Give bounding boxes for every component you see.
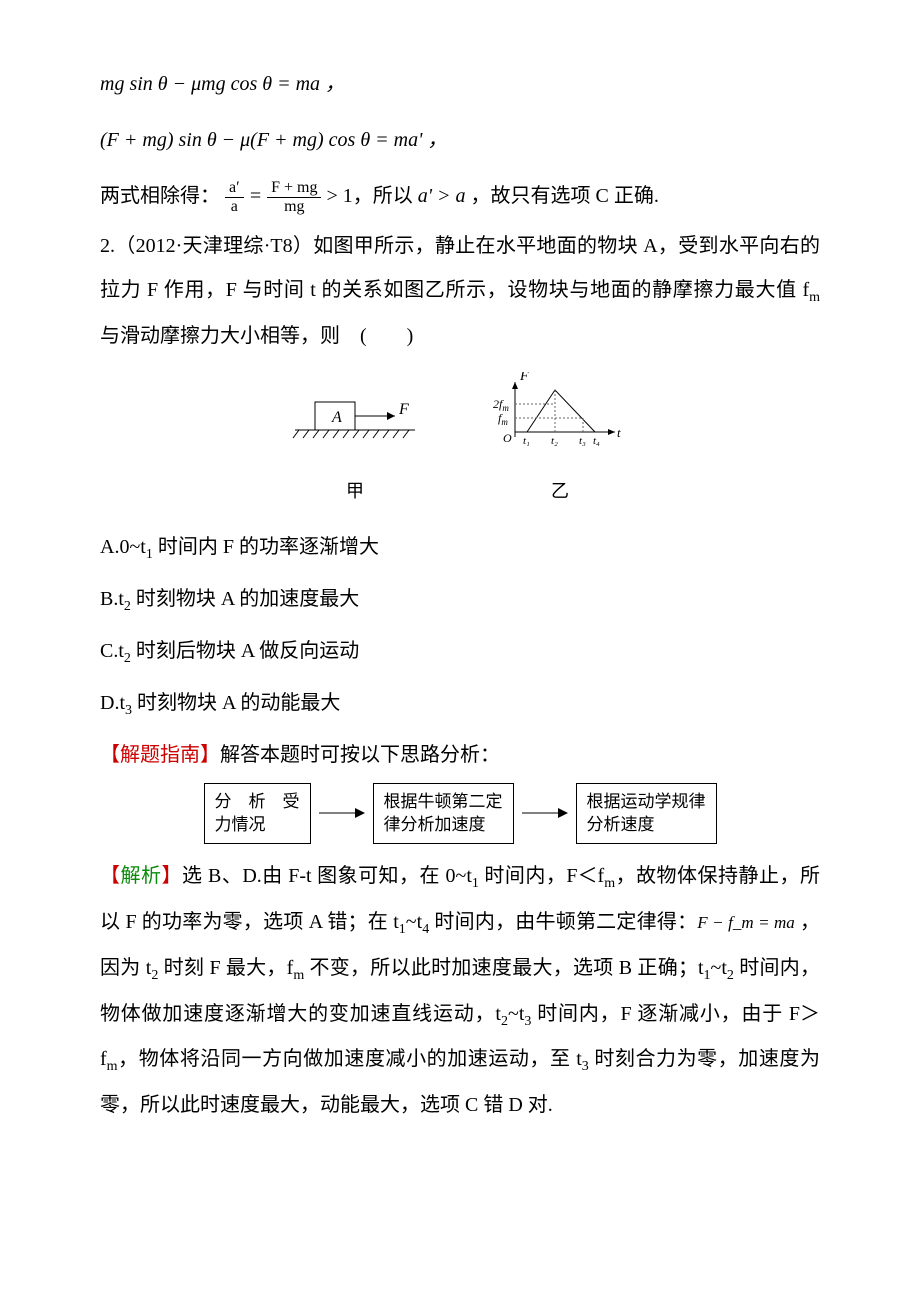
tick-fm: fm bbox=[498, 411, 508, 427]
frac-aprime-a: a′ a bbox=[225, 179, 244, 215]
flow-box-1: 分 析 受 力情况 bbox=[204, 783, 311, 845]
eq1-text: mg sin θ − μmg cos θ = ma bbox=[100, 73, 320, 95]
optB-pre: B.t bbox=[100, 588, 124, 610]
block-a-label: A bbox=[331, 409, 342, 426]
figure-a: A F 甲 bbox=[285, 382, 425, 512]
y-axis-arrow-icon bbox=[512, 382, 518, 389]
a-seg2: 时间内，F＜f bbox=[479, 865, 604, 887]
frac1-num: a′ bbox=[225, 179, 244, 198]
guide-label: 【解题指南】 bbox=[100, 744, 220, 766]
flow-box-2: 根据牛顿第二定 律分析加速度 bbox=[373, 783, 514, 845]
option-D: D.t3 时刻物块 A 的动能最大 bbox=[100, 681, 820, 727]
a-s9: 3 bbox=[582, 1059, 589, 1074]
x-label-t: t bbox=[617, 425, 621, 440]
guide-line: 【解题指南】解答本题时可按以下思路分析： bbox=[100, 733, 820, 777]
frac2-den: mg bbox=[267, 198, 321, 216]
a-seg8: 不变，所以此时加速度最大，选项 B 正确；t bbox=[304, 957, 703, 979]
figure-b: F 2fm fm O t₁ t₂ t₃ t₄ t 乙 bbox=[485, 372, 635, 512]
line3-gt: > 1，所以 bbox=[326, 185, 417, 207]
a-seg4: ~t bbox=[406, 911, 422, 933]
question-2-stem: 2.（2012·天津理综·T8）如图甲所示，静止在水平地面的物块 A，受到水平向… bbox=[100, 224, 820, 358]
figure-row: A F 甲 bbox=[100, 372, 820, 512]
a-eq: F − f_m = ma bbox=[697, 913, 795, 932]
guide-text: 解答本题时可按以下思路分析： bbox=[220, 744, 500, 766]
a-s5: 1 bbox=[704, 968, 711, 983]
line3-tail: ，故只有选项 C 正确. bbox=[471, 185, 659, 207]
analysis-block: 【解析】选 B、D.由 F-t 图象可知，在 0~t1 时间内，F＜fm，故物体… bbox=[100, 854, 820, 1127]
optD-sub: 3 bbox=[125, 703, 132, 718]
box1-l2: 力情况 bbox=[215, 813, 300, 837]
optB-sub: 2 bbox=[124, 599, 131, 614]
a-s7: 2 bbox=[501, 1014, 508, 1029]
tick-t4: t₄ bbox=[593, 435, 600, 447]
option-A: A.0~t1 时间内 F 的功率逐渐增大 bbox=[100, 525, 820, 571]
flow-diagram: 分 析 受 力情况 根据牛顿第二定 律分析加速度 根据运动学规律 分析速度 bbox=[100, 783, 820, 845]
optB-tail: 时刻物块 A 的加速度最大 bbox=[131, 588, 359, 610]
figure-b-caption: 乙 bbox=[485, 472, 635, 512]
optC-sub: 2 bbox=[124, 651, 131, 666]
f-t-curve bbox=[527, 390, 595, 432]
a-s2: 1 bbox=[399, 922, 406, 937]
box3-l2: 分析速度 bbox=[587, 813, 706, 837]
ground-hatch-icon bbox=[293, 430, 409, 438]
origin-label: O bbox=[503, 431, 512, 445]
q2-lead: 2.（2012·天津理综·T8）如图甲所示，静止在水平地面的物块 A，受到水平向… bbox=[100, 235, 820, 301]
optA-sub: 1 bbox=[146, 547, 153, 562]
eq2-text: (F + mg) sin θ − μ(F + mg) cos θ = ma' bbox=[100, 129, 422, 151]
box2-l2: 律分析加速度 bbox=[384, 813, 503, 837]
tick-t1: t₁ bbox=[523, 435, 530, 447]
box1-l1: 分 析 受 bbox=[215, 790, 300, 814]
frac1-den: a bbox=[225, 198, 244, 216]
a-seg7: 时刻 F 最大，f bbox=[158, 957, 293, 979]
a-seg9: ~t bbox=[711, 957, 727, 979]
figure-a-caption: 甲 bbox=[285, 472, 425, 512]
flow-box-3: 根据运动学规律 分析速度 bbox=[576, 783, 717, 845]
figure-a-svg: A F bbox=[285, 382, 425, 452]
box2-l1: 根据牛顿第二定 bbox=[384, 790, 503, 814]
tick-t3: t₃ bbox=[579, 435, 586, 447]
optC-tail: 时刻后物块 A 做反向运动 bbox=[131, 640, 359, 662]
analysis-head: 【解析】 bbox=[100, 865, 182, 887]
arrow-head-icon bbox=[387, 412, 395, 420]
a-seg11: ~t bbox=[508, 1003, 524, 1025]
a-sm3: m bbox=[107, 1059, 118, 1074]
figure-b-svg: F 2fm fm O t₁ t₂ t₃ t₄ t bbox=[485, 372, 635, 452]
a-s1: 1 bbox=[472, 876, 479, 891]
flow-arrow-2-icon bbox=[520, 803, 570, 823]
line-3: 两式相除得： a′ a = F + mg mg > 1，所以 a' > a ，故… bbox=[100, 174, 820, 218]
frac-fmg-mg: F + mg mg bbox=[267, 179, 321, 215]
a-sm2: m bbox=[293, 968, 304, 983]
x-axis-arrow-icon bbox=[608, 429, 615, 435]
optD-tail: 时刻物块 A 的动能最大 bbox=[132, 692, 340, 714]
a-sm1: m bbox=[604, 876, 615, 891]
equation-2: (F + mg) sin θ − μ(F + mg) cos θ = ma' ， bbox=[100, 118, 820, 162]
tick-t2: t₂ bbox=[551, 435, 558, 447]
optA-pre: A.0~t bbox=[100, 536, 146, 558]
line3-pre: 两式相除得： bbox=[100, 185, 220, 207]
option-C: C.t2 时刻后物块 A 做反向运动 bbox=[100, 629, 820, 675]
flow-arrow-1-icon bbox=[317, 803, 367, 823]
a-s6: 2 bbox=[727, 968, 734, 983]
optA-tail: 时间内 F 的功率逐渐增大 bbox=[153, 536, 379, 558]
equation-1: mg sin θ − μmg cos θ = ma ， bbox=[100, 62, 820, 106]
option-B: B.t2 时刻物块 A 的加速度最大 bbox=[100, 577, 820, 623]
q2-tail: 与滑动摩擦力大小相等，则 ( ) bbox=[100, 325, 413, 347]
q2-sub-m: m bbox=[809, 290, 820, 305]
optC-pre: C.t bbox=[100, 640, 124, 662]
a-seg1: 选 B、D.由 F-t 图象可知，在 0~t bbox=[182, 865, 472, 887]
force-label: F bbox=[398, 401, 409, 418]
frac2-num: F + mg bbox=[267, 179, 321, 198]
box3-l1: 根据运动学规律 bbox=[587, 790, 706, 814]
a-seg5: 时间内，由牛顿第二定律得： bbox=[429, 911, 697, 933]
optD-pre: D.t bbox=[100, 692, 125, 714]
a-seg13: ，物体将沿同一方向做加速度减小的加速运动，至 t bbox=[118, 1048, 582, 1070]
y-label-F: F bbox=[519, 372, 529, 384]
eq-mid: = bbox=[249, 185, 268, 207]
line3-expr: a' > a bbox=[418, 185, 466, 207]
